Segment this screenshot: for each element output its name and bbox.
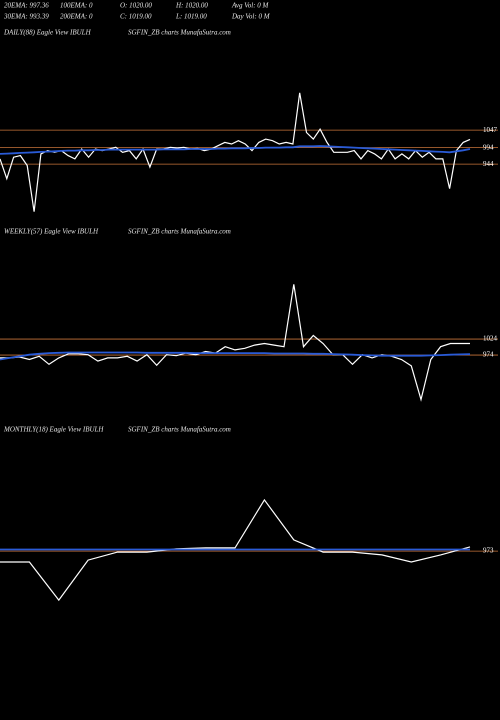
chart-subtitle: SGFIN_ZB charts MunafaSutra.com xyxy=(128,228,231,236)
chart-title: WEEKLY(57) Eagle View IBULH xyxy=(4,228,99,236)
price-line xyxy=(0,498,471,602)
header-stat: H: 1020.00 xyxy=(175,2,208,10)
header-stat: 200EMA: 0 xyxy=(60,13,93,21)
y-tick-label: 1047 xyxy=(483,126,498,134)
header-stat: 100EMA: 0 xyxy=(60,2,93,10)
chart-subtitle: SGFIN_ZB charts MunafaSutra.com xyxy=(128,29,231,37)
y-tick-label: 994 xyxy=(483,143,494,151)
header-stat: 20EMA: 997.36 xyxy=(4,2,49,10)
header-stat: 30EMA: 993.39 xyxy=(3,13,49,21)
price-line xyxy=(0,145,471,155)
price-line xyxy=(0,351,471,361)
price-line xyxy=(0,284,470,402)
chart-title: DAILY(88) Eagle View IBULH xyxy=(3,29,92,37)
header-stat: Day Vol: 0 M xyxy=(231,13,271,21)
price-line xyxy=(0,92,471,212)
chart-title: MONTHLY(18) Eagle View IBULH xyxy=(3,426,104,434)
chart-subtitle: SGFIN_ZB charts MunafaSutra.com xyxy=(128,426,231,434)
header-stat: C: 1019.00 xyxy=(120,13,152,21)
y-tick-label: 973 xyxy=(483,547,494,555)
y-tick-label: 974 xyxy=(483,351,494,359)
header-stat: Avg Vol: 0 M xyxy=(231,2,270,10)
y-tick-label: 944 xyxy=(483,160,494,168)
y-tick-label: 1024 xyxy=(483,335,498,343)
header-stat: L: 1019.00 xyxy=(175,13,207,21)
header-stat: O: 1020.00 xyxy=(120,2,152,10)
